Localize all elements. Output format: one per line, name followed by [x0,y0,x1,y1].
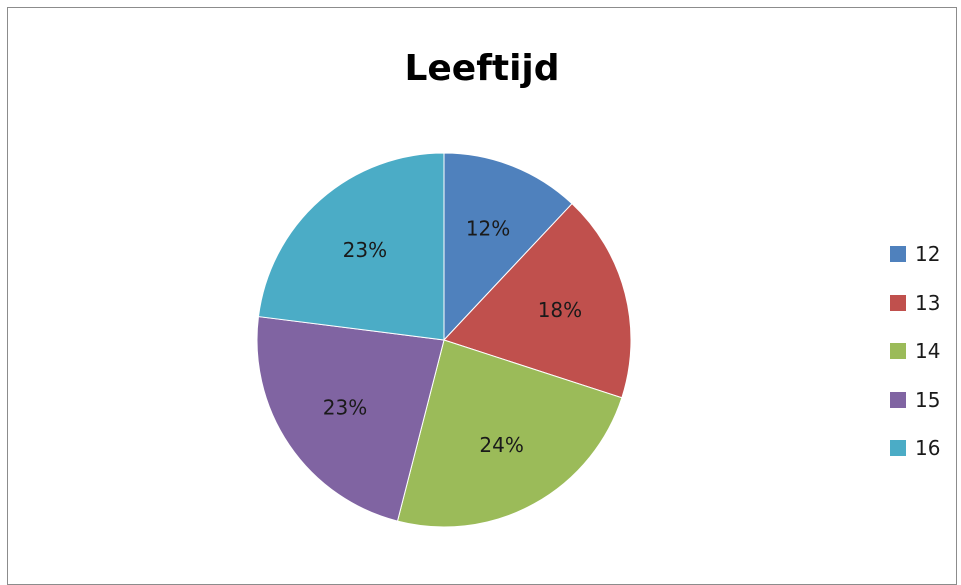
legend-item-13: 13 [890,279,940,328]
legend-label-15: 15 [915,387,941,412]
legend-label-14: 14 [915,339,941,364]
legend-swatch-12 [890,246,906,263]
legend-item-14: 14 [890,327,940,376]
chart-legend: 12 13 14 15 16 [890,230,940,473]
legend-item-12: 12 [890,230,940,279]
legend-label-13: 13 [915,290,941,315]
data-label-13: 18% [538,298,582,322]
data-label-14: 24% [479,433,523,457]
data-label-12: 12% [466,217,510,241]
legend-swatch-14 [890,343,906,360]
legend-item-16: 16 [890,424,940,473]
data-label-15: 23% [323,395,367,419]
chart-title: Leeftijd [404,48,560,89]
legend-item-15: 15 [890,376,940,425]
pie-slice-14 [396,339,623,528]
pie-slice-13 [443,202,632,399]
pie-slice-16 [257,152,445,341]
legend-swatch-13 [890,294,906,311]
pie-slice-15 [256,316,445,522]
data-label-16: 23% [343,238,387,262]
legend-swatch-15 [890,391,906,408]
legend-label-16: 16 [915,436,941,461]
legend-label-12: 12 [915,242,941,267]
legend-swatch-16 [890,440,906,457]
pie-slice-12 [443,152,573,342]
